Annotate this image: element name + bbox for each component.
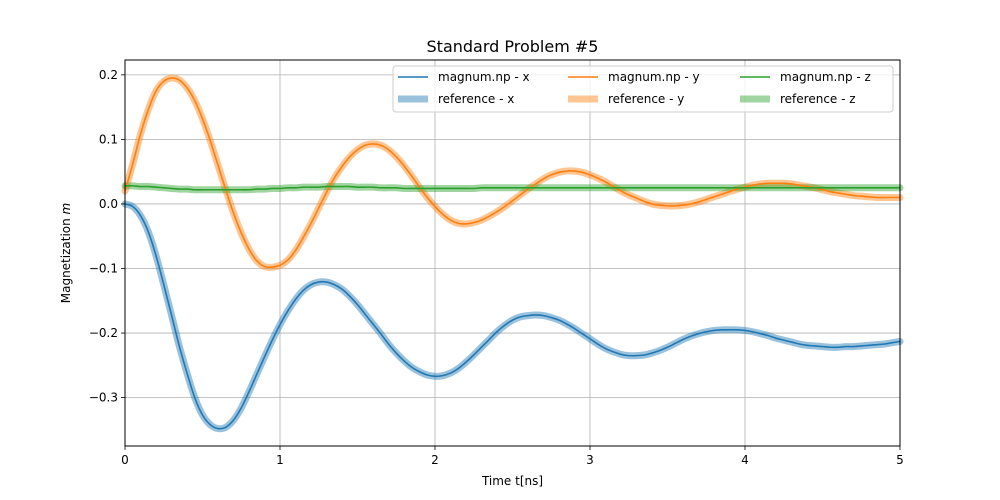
y-tick-label: 0.0 — [99, 197, 118, 211]
x-tick-label: 5 — [896, 453, 904, 467]
legend-label-magnum-np-x: magnum.np - x — [438, 70, 530, 84]
legend-label-magnum-np-y: magnum.np - y — [608, 70, 700, 84]
legend-label-reference-z: reference - z — [780, 92, 856, 106]
chart-title: Standard Problem #5 — [427, 37, 599, 56]
x-tick-label: 3 — [586, 453, 594, 467]
y-axis-ticks: −0.3 −0.2 −0.1 0.0 0.1 0.2 — [89, 68, 125, 405]
legend-label-magnum-np-z: magnum.np - z — [780, 70, 871, 84]
legend-label-reference-y: reference - y — [608, 92, 684, 106]
y-tick-label: 0.2 — [99, 68, 118, 82]
x-axis-ticks: 0 1 2 3 4 5 — [121, 446, 904, 467]
legend-label-reference-x: reference - x — [438, 92, 514, 106]
series-line-magnum-np-z — [124, 185, 900, 191]
y-axis-label-symbol: m — [59, 203, 73, 215]
plot-frame — [124, 59, 901, 447]
y-tick-label: −0.2 — [89, 326, 118, 340]
y-axis-label-text: Magnetization — [59, 214, 73, 303]
y-tick-label: −0.3 — [89, 391, 118, 405]
x-tick-label: 1 — [276, 453, 284, 467]
y-axis-label: Magnetization m — [59, 203, 73, 304]
legend: magnum.np - x magnum.np - y magnum.np - z r… — [392, 65, 894, 113]
grid — [124, 60, 901, 446]
x-tick-label: 4 — [741, 453, 749, 467]
y-tick-label: 0.1 — [99, 132, 118, 146]
x-tick-label: 2 — [431, 453, 439, 467]
series-line-magnum-np-x — [124, 203, 901, 430]
x-axis-label: Time t[ns] — [481, 474, 543, 488]
y-tick-label: −0.1 — [89, 261, 118, 275]
simulation-lines — [124, 77, 901, 430]
x-tick-label: 0 — [121, 453, 129, 467]
series-line-magnum-np-y — [124, 77, 900, 269]
